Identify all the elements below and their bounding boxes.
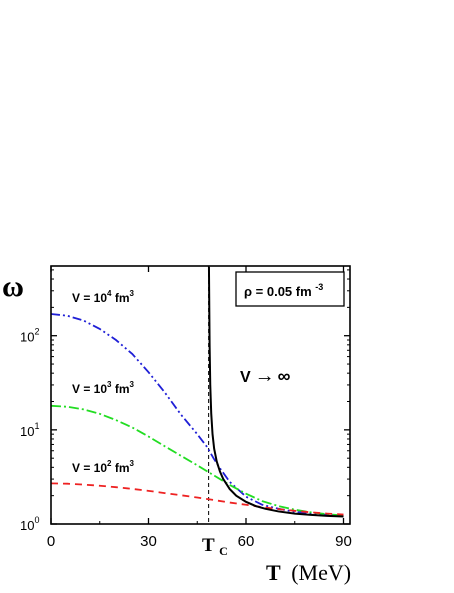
axis-ticks: 0 30 60 90 100 101 102	[20, 266, 352, 550]
x-tick-label: 30	[140, 533, 157, 550]
x-axis-label-unit: (MeV)	[291, 560, 351, 585]
legend-box	[235, 271, 345, 307]
plot-frame	[50, 265, 351, 525]
series-line-0	[51, 313, 344, 517]
series-line-2	[51, 482, 344, 516]
legend: ρ = 0.05 fm -3	[235, 271, 345, 307]
y-tick-label: 102	[20, 327, 39, 345]
critical-temperature-sub: C	[219, 544, 228, 558]
x-axis-label-symbol: T	[266, 560, 281, 585]
x-tick-label: 0	[47, 533, 55, 550]
series-label-vinf: V → ∞	[240, 365, 291, 387]
x-tick-label: 60	[238, 533, 255, 550]
legend-text-main: ρ = 0.05 fm	[244, 284, 312, 299]
x-tick-label: 90	[335, 533, 352, 550]
legend-text: ρ = 0.05 fm -3	[244, 282, 323, 299]
critical-temperature-base: T	[202, 535, 215, 556]
y-axis-label: ω	[2, 270, 24, 303]
y-tick-label: 101	[20, 421, 39, 439]
series-line-3	[207, 266, 344, 518]
series-label-v1e2: V = 102 fm3	[72, 459, 134, 475]
x-axis-label: T (MeV)	[266, 560, 351, 585]
legend-text-sup: -3	[315, 282, 323, 292]
series-label-v1e4: V = 104 fm3	[72, 289, 134, 305]
series-line-1	[51, 404, 344, 517]
critical-temperature-label: T C	[202, 535, 228, 558]
plot-lines	[51, 266, 344, 524]
y-tick-label: 100	[20, 515, 39, 533]
series-label-v1e3: V = 103 fm3	[72, 380, 134, 396]
